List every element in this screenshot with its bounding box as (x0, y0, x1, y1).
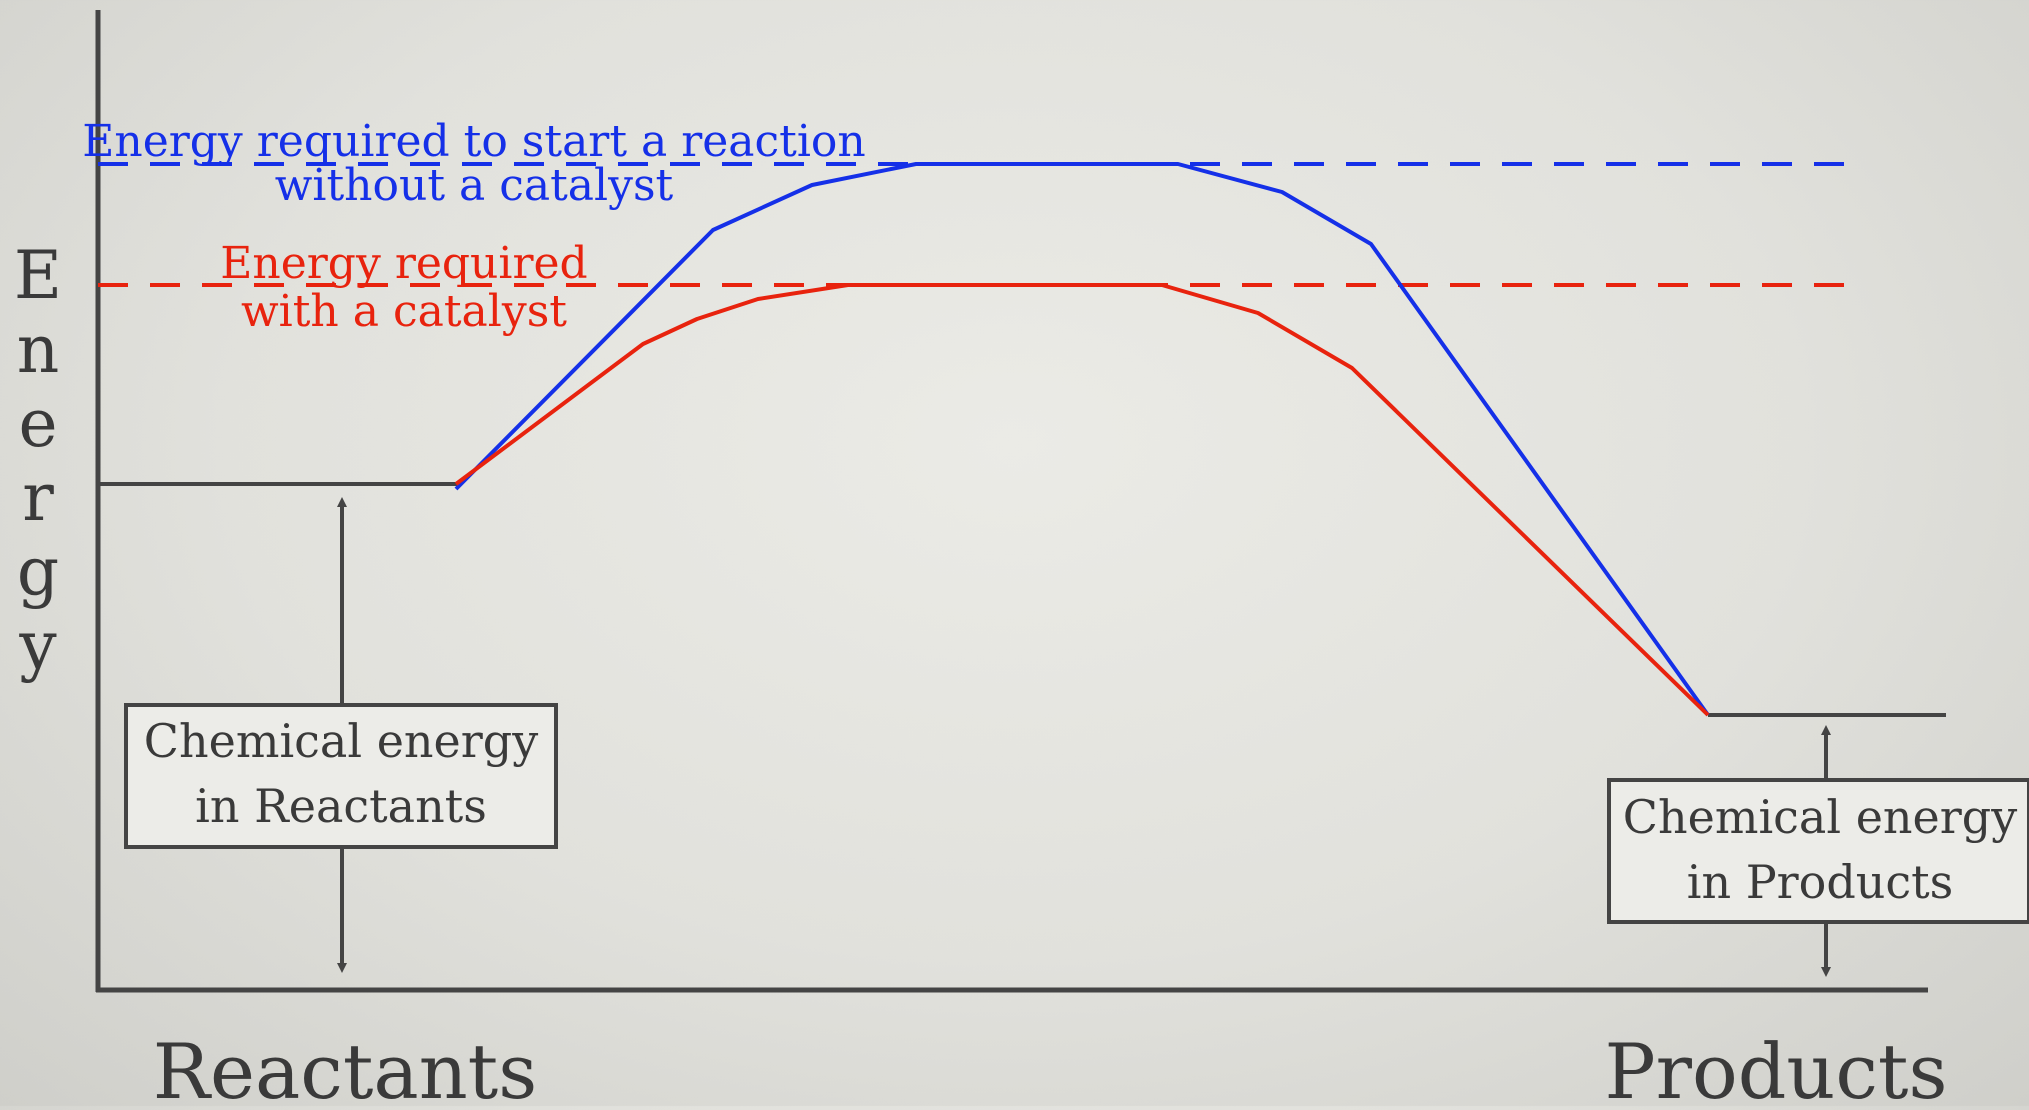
products-box-line1: Chemical energy (1623, 790, 2017, 844)
y-axis-letter: e (18, 385, 57, 462)
x-label-reactants: Reactants (153, 1027, 537, 1106)
catalyzed-reaction-curve (454, 283, 1710, 717)
products-energy-box: Chemical energy in Products (1607, 778, 2029, 924)
uncatalyzed-label-line1: Energy required to start a reaction (82, 116, 866, 167)
reactants-box-line2: in Reactants (195, 779, 487, 833)
x-label-products: Products (1605, 1027, 1948, 1106)
uncatalyzed-reaction-curve (454, 162, 1710, 717)
catalyzed-label-line1: Energy required (220, 238, 587, 289)
y-axis-letter: n (17, 311, 60, 388)
products-box-line2: in Products (1687, 855, 1954, 909)
reactants-box-line1: Chemical energy (144, 714, 538, 768)
y-axis-label: E n e r g y (14, 237, 62, 684)
y-axis-letter: E (14, 237, 62, 314)
y-axis-letter: g (17, 533, 59, 610)
reactants-energy-box: Chemical energy in Reactants (124, 703, 558, 849)
uncatalyzed-label-line2: without a catalyst (275, 160, 674, 211)
catalyzed-label-line2: with a catalyst (241, 286, 567, 337)
y-axis-letter: r (22, 459, 54, 536)
y-axis-letter: y (18, 607, 57, 684)
